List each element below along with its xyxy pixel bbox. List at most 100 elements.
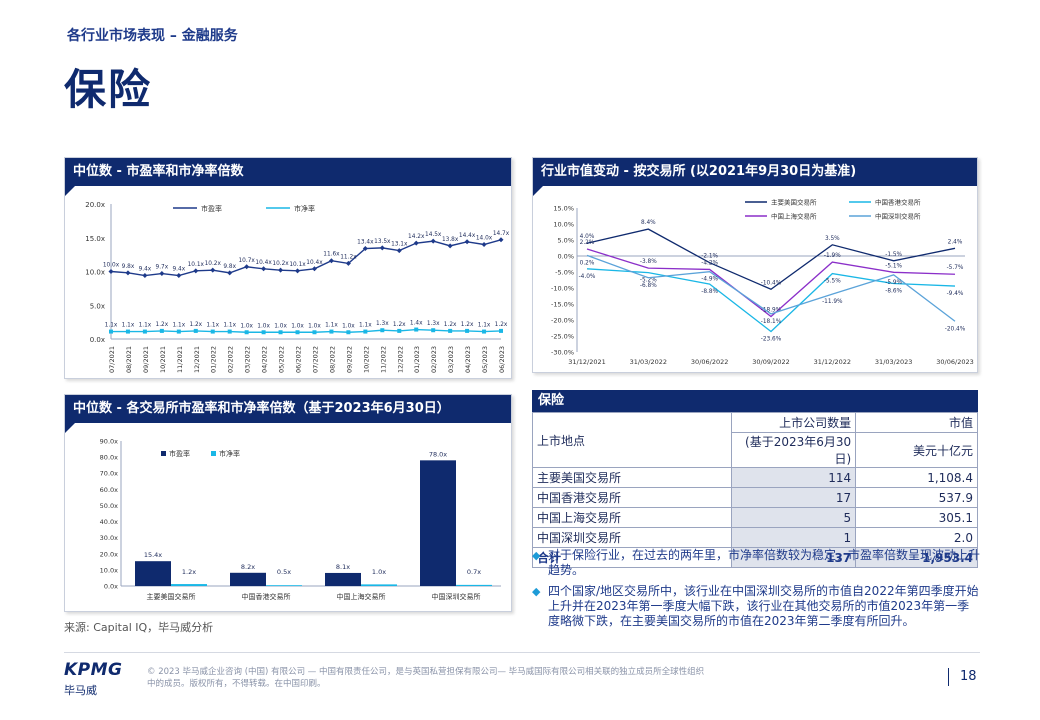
data-point xyxy=(278,330,283,335)
data-label: 1.2x xyxy=(461,322,474,328)
header-value: 市值 xyxy=(855,412,978,433)
series-line xyxy=(586,248,956,318)
x-tick-label: 04/2022 xyxy=(261,346,269,373)
data-label: 10.4x xyxy=(306,260,323,266)
data-label: -5.9% xyxy=(885,280,902,286)
y-tick-label: 80.0x xyxy=(100,454,118,462)
x-tick-label: 07/2022 xyxy=(311,346,319,373)
series-line xyxy=(586,254,956,322)
x-tick-label: 10/2022 xyxy=(362,346,370,373)
page-number-divider xyxy=(948,668,949,686)
y-tick-label: 60.0x xyxy=(100,486,118,494)
y-tick-label: -30.0% xyxy=(551,349,574,357)
total-count: 137 xyxy=(731,547,857,568)
legend-label: 主要美国交易所 xyxy=(771,198,817,207)
x-tick-label: 30/06/2022 xyxy=(691,358,728,366)
data-point xyxy=(498,237,504,243)
commentary-item: ◆ 四个国家/地区交易所中，该行业在中国深圳交易所的市值自2022年第四季度开始… xyxy=(532,584,980,629)
data-point xyxy=(142,273,148,279)
y-tick-label: -10.0% xyxy=(551,285,574,293)
data-label: -5.2% xyxy=(640,278,657,284)
legend-label: 市净率 xyxy=(219,449,240,458)
data-label: 13.4x xyxy=(357,240,374,246)
diamond-bullet-icon: ◆ xyxy=(532,549,541,562)
data-point xyxy=(244,330,249,335)
x-tick-label: 03/2023 xyxy=(447,346,455,373)
data-label: 10.1x xyxy=(188,262,205,268)
x-tick-label: 11/2021 xyxy=(176,346,184,373)
data-label: 4.0% xyxy=(580,234,595,240)
data-point xyxy=(142,329,147,334)
data-label: 1.0x xyxy=(372,568,386,576)
table-subheader-row: (基于2023年6月30日) 美元十亿元 xyxy=(533,432,978,468)
x-tick-label: 08/2021 xyxy=(125,346,133,373)
data-label: 1.0x xyxy=(308,323,321,329)
data-label: 3.5% xyxy=(825,236,840,242)
data-point xyxy=(414,327,419,332)
data-point xyxy=(362,246,368,252)
data-label: 2.2% xyxy=(580,240,595,246)
data-label: -10.4% xyxy=(761,280,782,286)
row-value: 305.1 xyxy=(855,507,978,528)
table-row: 中国深圳交易所 1 2.0 xyxy=(531,527,978,548)
y-tick-label: 20.0x xyxy=(100,550,118,558)
data-point xyxy=(176,329,181,334)
x-tick-label: 12/2021 xyxy=(193,346,201,373)
y-tick-label: 90.0x xyxy=(100,438,118,446)
header-location: 上市地点 xyxy=(531,412,733,468)
data-point xyxy=(193,268,199,274)
bar xyxy=(230,572,266,586)
data-point xyxy=(482,329,487,334)
page-number: 18 xyxy=(960,669,977,684)
data-point xyxy=(448,328,453,333)
data-label: 15.4x xyxy=(144,551,162,559)
data-point xyxy=(227,270,233,276)
data-point xyxy=(379,245,385,251)
data-label: -5.5% xyxy=(824,279,841,285)
data-label: 14.2x xyxy=(408,234,425,240)
data-point xyxy=(328,258,334,264)
series-line xyxy=(111,328,502,333)
data-label: 78.0x xyxy=(429,450,447,458)
page-title: 保险 xyxy=(64,65,153,114)
x-tick-label: 30/09/2022 xyxy=(752,358,789,366)
x-tick-label: 09/2022 xyxy=(345,346,353,373)
y-tick-label: 40.0x xyxy=(100,518,118,526)
row-value: 1,108.4 xyxy=(855,467,978,488)
legend-swatch xyxy=(211,451,216,456)
data-label: 1.0x xyxy=(274,323,287,329)
data-label: -4.0% xyxy=(579,274,596,280)
data-label: 1.1x xyxy=(122,323,135,329)
data-label: 10.1x xyxy=(289,262,306,268)
data-label: 9.4x xyxy=(139,267,152,273)
data-label: 1.2x xyxy=(156,322,169,328)
data-label: 14.4x xyxy=(459,233,476,239)
data-label: 9.4x xyxy=(172,267,185,273)
exchange-bar-chart: 90.0x 80.0x 70.0x 60.0x 50.0x 40.0x 30.0x 20.0x… xyxy=(100,438,501,601)
y-tick-label: -25.0% xyxy=(551,333,574,341)
y-tick-label: 15.0% xyxy=(553,205,574,213)
bar xyxy=(420,460,456,586)
data-point xyxy=(431,328,436,333)
commentary-item: ◆ 对于保险行业，在过去的两年里，市净率倍数较为稳定，市盈率倍数呈现波动上升趋势… xyxy=(532,548,980,578)
data-label: 14.7x xyxy=(493,231,510,237)
data-label: 10.4x xyxy=(255,260,272,266)
data-point xyxy=(311,266,317,272)
legend-swatch xyxy=(161,451,166,456)
series-line xyxy=(586,228,956,291)
legend-label: 中国上海交易所 xyxy=(771,212,817,221)
data-point xyxy=(125,329,130,334)
data-label: 1.2x xyxy=(189,322,202,328)
series-line xyxy=(110,239,502,277)
panel-title: 中位数 - 各交易所市盈率和市净率倍数（基于2023年6月30日） xyxy=(73,401,450,416)
data-label: 9.8x xyxy=(223,264,236,270)
x-tick-label: 31/03/2023 xyxy=(875,358,912,366)
data-point xyxy=(481,242,487,247)
data-label: 9.7x xyxy=(156,265,169,271)
x-tick-label: 中国上海交易所 xyxy=(337,592,386,601)
data-label: 1.1x xyxy=(172,323,185,329)
x-tick-label: 01/2022 xyxy=(210,346,218,373)
bar xyxy=(361,584,397,586)
data-point xyxy=(210,329,215,334)
header-count: 上市公司数量 xyxy=(731,412,857,433)
